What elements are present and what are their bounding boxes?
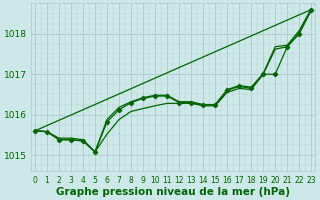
X-axis label: Graphe pression niveau de la mer (hPa): Graphe pression niveau de la mer (hPa) (56, 187, 290, 197)
